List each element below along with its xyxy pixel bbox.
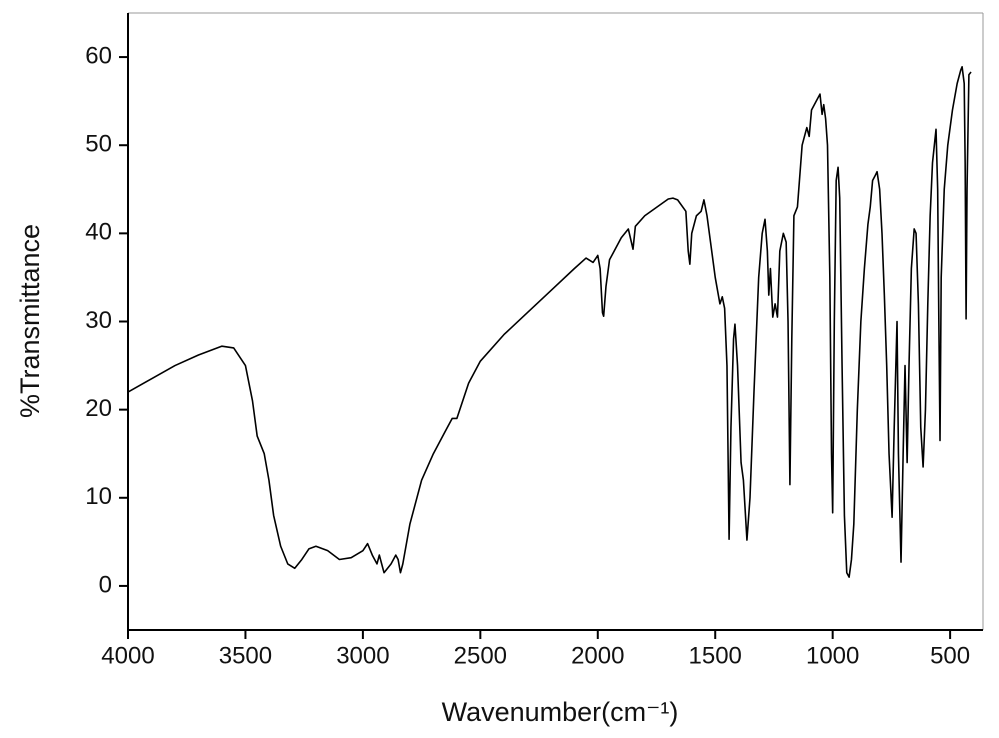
x-tick-label: 2500: [454, 642, 507, 669]
y-tick-label: 20: [85, 395, 112, 422]
x-tick-label: 3500: [219, 642, 272, 669]
x-tick-label: 4000: [101, 642, 154, 669]
x-tick-label: 3000: [336, 642, 389, 669]
x-tick-label: 1000: [806, 642, 859, 669]
y-tick-label: 10: [85, 483, 112, 510]
x-axis-label: Wavenumber(cm⁻¹): [442, 697, 679, 727]
x-tick-label: 500: [930, 642, 970, 669]
y-tick-label: 0: [99, 571, 112, 598]
x-tick-label: 2000: [571, 642, 624, 669]
y-tick-label: 30: [85, 307, 112, 334]
y-tick-label: 40: [85, 219, 112, 246]
spectrum-line: [127, 65, 972, 578]
y-tick-label: 50: [85, 131, 112, 158]
y-tick-label: 60: [85, 42, 112, 69]
y-axis-label: %Transmittance: [15, 224, 45, 418]
x-tick-label: 1500: [689, 642, 742, 669]
